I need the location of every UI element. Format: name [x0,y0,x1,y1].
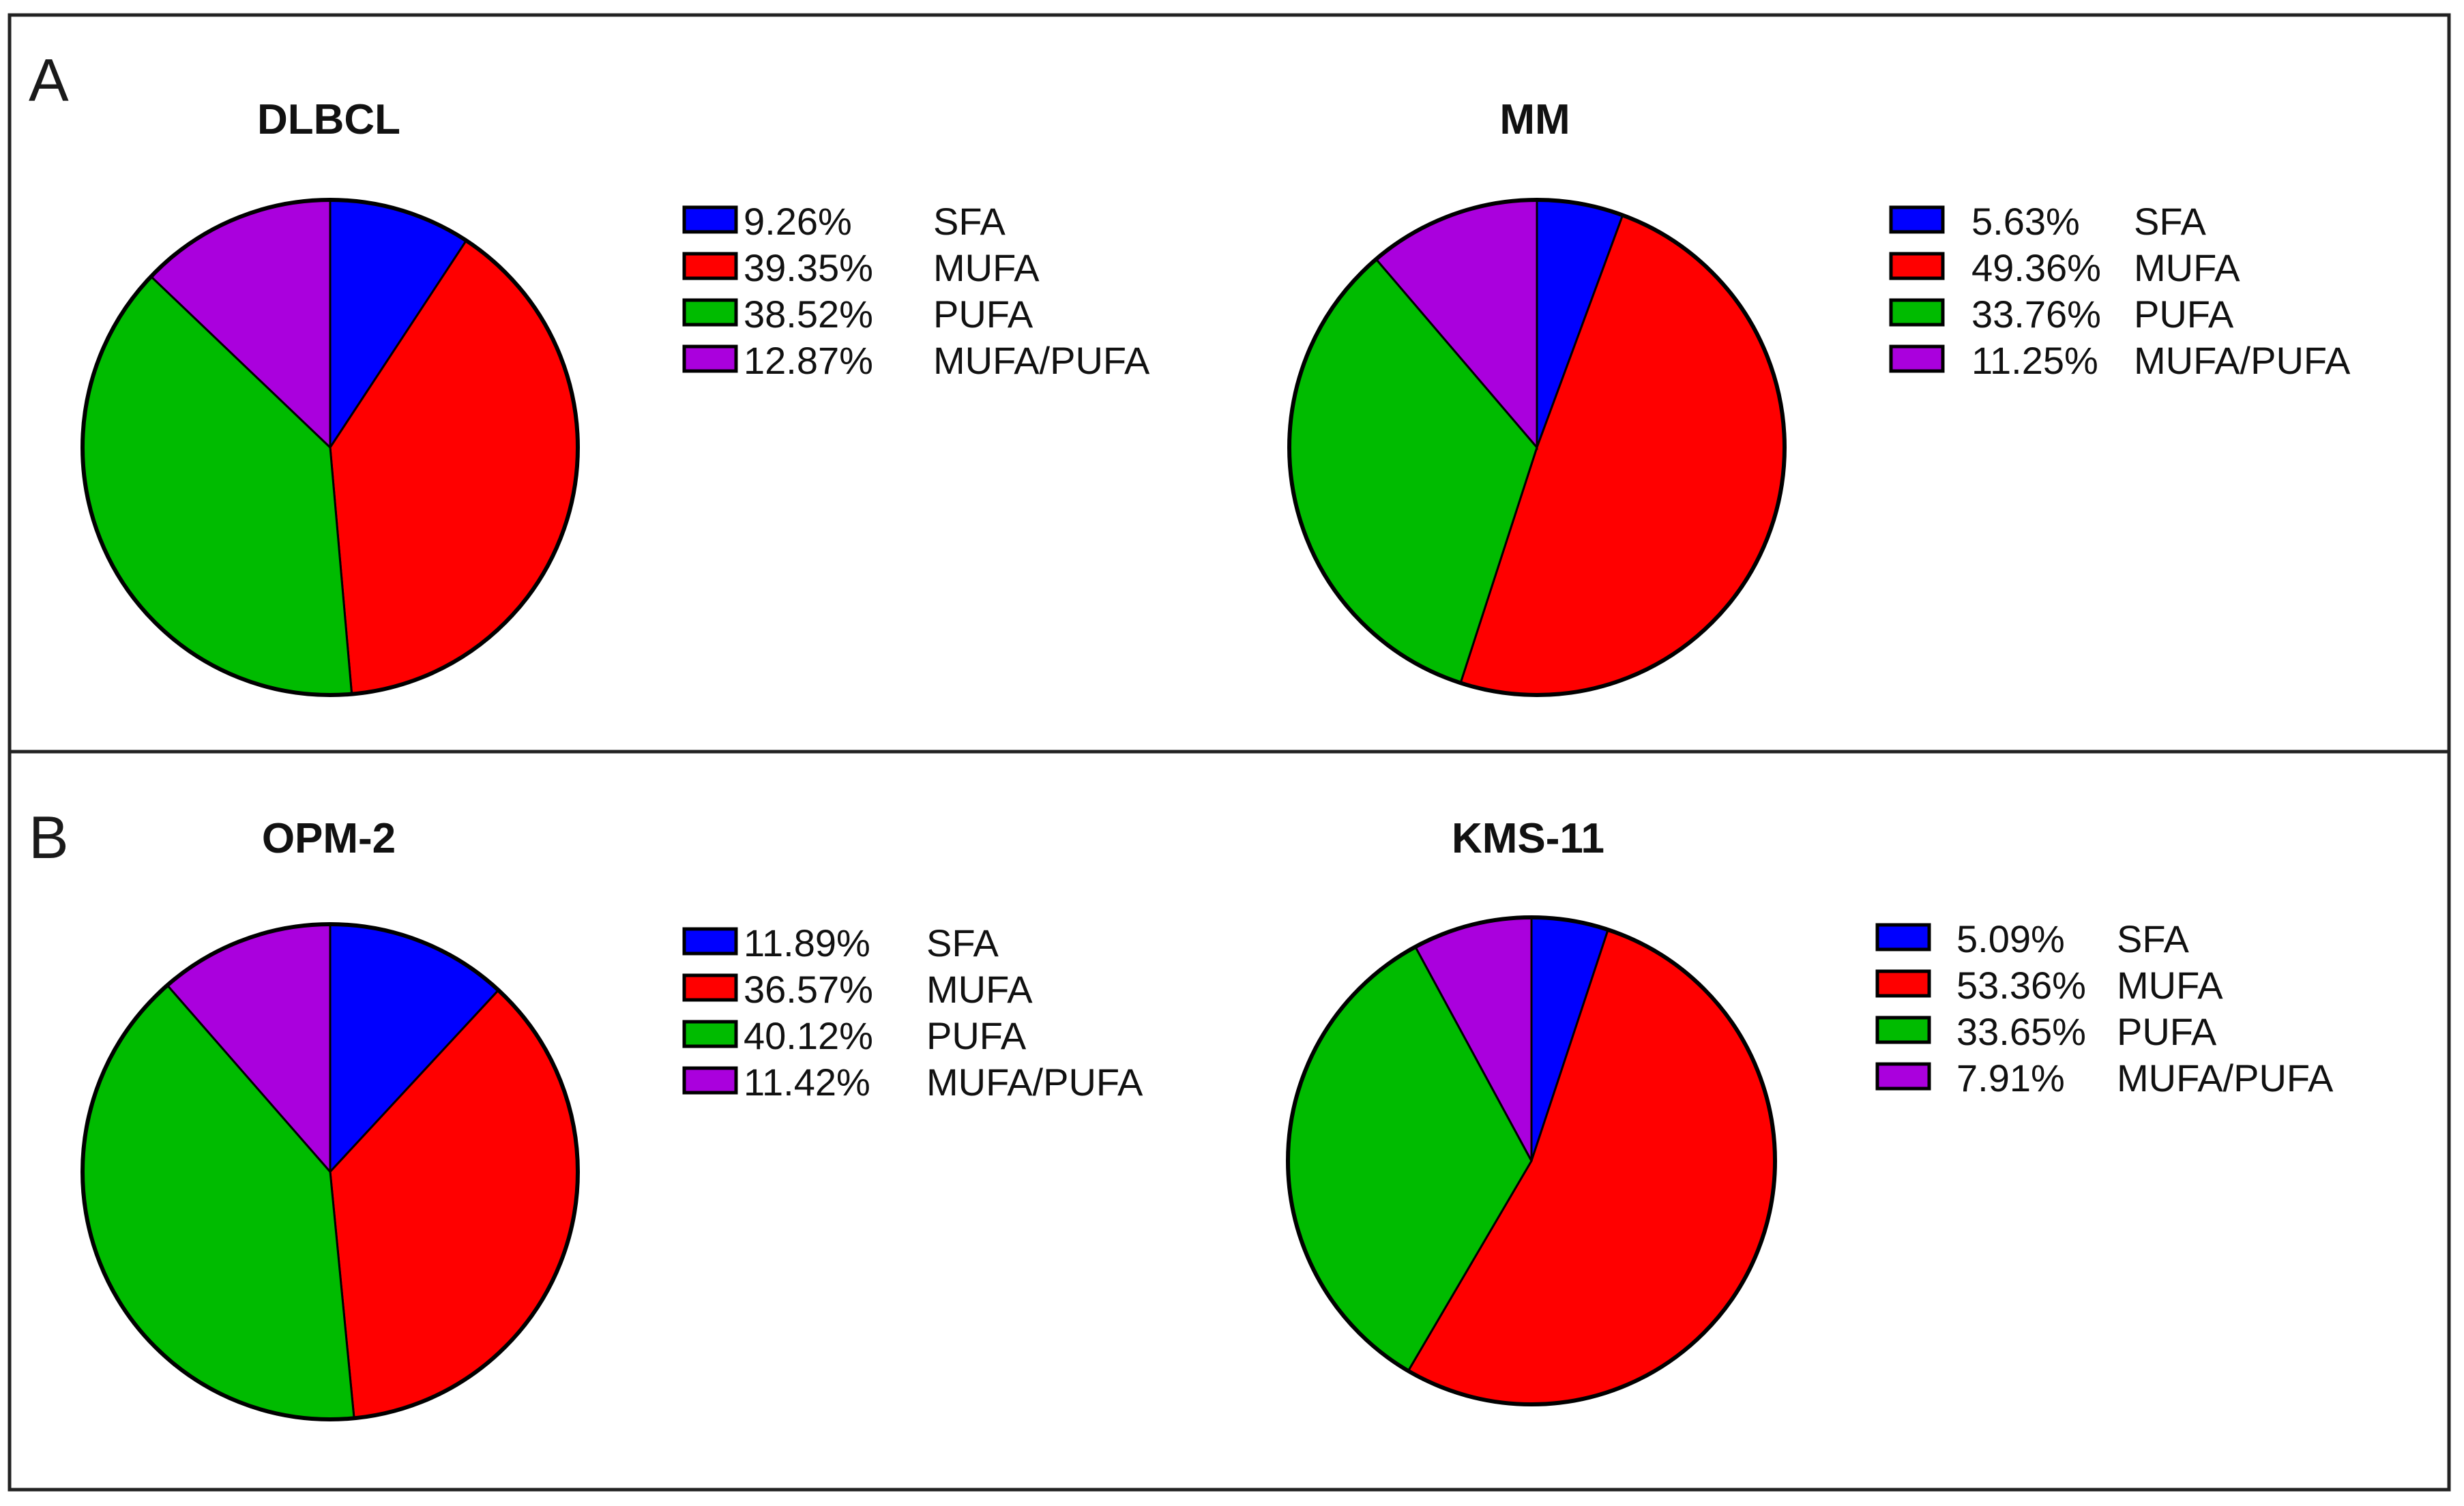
legend-swatch [682,1020,738,1048]
legend-value-label: 7.91% [1956,1057,2065,1099]
legend-value-label: 33.65% [1956,1010,2086,1053]
pie-chart-dlbcl: DLBCL 9.26% SFA 39.35% MUFA 38.52% PUFA 12.87%… [80,96,1150,697]
legend-category-label: MUFA/PUFA [2117,1057,2334,1099]
legend-swatch [1889,205,1945,234]
legend-swatch [1875,923,1931,951]
legend-value-label: 11.25% [1971,339,2098,382]
pie-outline [1286,915,1777,1406]
legend-swatch [682,973,738,1002]
legend-category-label: PUFA [2117,1010,2217,1053]
chart-title: MM [1499,96,1570,143]
panel-b-letter: B [29,803,69,871]
legend: 5.09% SFA 53.36% MUFA 33.65% PUFA 7.91% MUFA/PU… [1875,917,2334,1099]
legend-value-label: 53.36% [1956,964,2086,1007]
legend: 9.26% SFA 39.35% MUFA 38.52% PUFA 12.87% MUFA/P… [682,200,1150,382]
legend-swatch [682,344,738,373]
legend-category-label: SFA [2134,200,2206,243]
legend-value-label: 38.52% [744,293,873,336]
legend-swatch [1889,298,1945,327]
legend-value-label: 33.76% [1971,293,2101,336]
pie-outline [80,198,580,697]
legend-value-label: 12.87% [744,339,873,382]
legend-category-label: PUFA [926,1014,1027,1057]
legend-category-label: MUFA/PUFA [933,339,1150,382]
legend-value-label: 36.57% [744,968,873,1011]
pie-outline [80,922,580,1421]
legend-category-label: SFA [2117,917,2189,960]
legend-value-label: 9.26% [744,200,852,243]
panel-a-letter: A [29,46,69,114]
legend-value-label: 11.89% [744,921,870,964]
legend-swatch [1875,969,1931,998]
legend-swatch [1875,1016,1931,1044]
legend-value-label: 39.35% [744,246,873,289]
pie-outline [1287,198,1787,697]
legend-value-label: 5.63% [1971,200,2080,243]
pie-chart-opm2: OPM-2 11.89% SFA 36.57% MUFA 40.12% PUFA 11.42… [80,815,1143,1421]
legend-category-label: MUFA [926,968,1033,1011]
legend-category-label: PUFA [933,293,1033,336]
legend-category-label: MUFA [2117,964,2223,1007]
legend-category-label: SFA [933,200,1006,243]
legend-category-label: PUFA [2134,293,2234,336]
panel-b-frame [8,750,2451,1492]
chart-title: DLBCL [257,96,400,143]
legend: 11.89% SFA 36.57% MUFA 40.12% PUFA 11.42% MUFA/… [682,921,1143,1104]
legend-swatch [1889,252,1945,280]
legend-category-label: MUFA [933,246,1040,289]
legend-value-label: 5.09% [1956,917,2065,960]
chart-title: OPM-2 [262,815,396,862]
legend-category-label: MUFA [2134,246,2240,289]
pie-chart-mm: MM 5.63% SFA 49.36% MUFA 33.76% PUFA 11.25% MUF… [1287,96,2351,697]
legend-swatch [682,252,738,280]
pie-chart-kms11: KMS-11 5.09% SFA 53.36% MUFA 33.65% PUFA 7.91%… [1286,815,2334,1406]
legend-swatch [1889,344,1945,373]
legend-value-label: 49.36% [1971,246,2101,289]
legend-swatch [682,1066,738,1095]
legend-category-label: MUFA/PUFA [2134,339,2351,382]
legend-category-label: SFA [926,921,999,964]
chart-title: KMS-11 [1452,815,1604,862]
legend-value-label: 11.42% [744,1061,870,1104]
legend: 5.63% SFA 49.36% MUFA 33.76% PUFA 11.25% MUFA/P… [1889,200,2351,382]
legend-category-label: MUFA/PUFA [926,1061,1143,1104]
legend-value-label: 40.12% [744,1014,873,1057]
legend-swatch [682,205,738,234]
legend-swatch [1875,1062,1931,1091]
legend-swatch [682,298,738,327]
legend-swatch [682,927,738,956]
